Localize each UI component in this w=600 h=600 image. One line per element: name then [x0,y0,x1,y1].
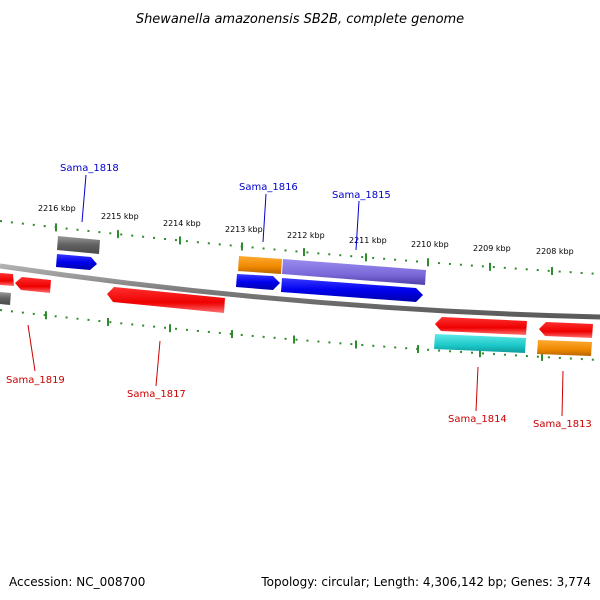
reverse-features [0,273,593,356]
gene-label-sama1817[interactable]: Sama_1817 [127,389,186,400]
gene-feature-sama1815[interactable] [281,278,423,302]
gene-feature-sama1819[interactable] [15,277,51,293]
leader-sama1818 [81,174,87,223]
gene-label-sama1814[interactable]: Sama_1814 [448,414,507,425]
leader-sama1819 [27,324,36,372]
gene-feature-gray-upper[interactable] [57,236,100,254]
summary-text: Topology: circular; Length: 4,306,142 bp… [260,575,591,589]
gene-labels: Sama_1818 Sama_1816 Sama_1815 Sama_1819 … [6,163,592,430]
gene-feature-sama1818[interactable] [56,254,97,270]
leader-sama1816 [262,193,267,243]
gene-feature-orange-right[interactable] [537,340,592,356]
gene-label-sama1815[interactable]: Sama_1815 [332,190,391,201]
gene-feature-orange[interactable] [238,256,282,274]
upper-ruler-dots [0,220,600,275]
genome-backbone [0,263,600,320]
gene-feature-sama1817[interactable] [107,287,225,313]
tick-label-2208: 2208 kbp [536,247,574,256]
gene-feature-sama1813[interactable] [539,322,593,338]
gene-feature-sama1816[interactable] [236,274,280,290]
forward-features [56,236,426,302]
tick-labels: 2216 kbp 2215 kbp 2214 kbp 2213 kbp 2212… [38,204,574,256]
gene-feature-cyan[interactable] [434,334,526,353]
tick-label-2213: 2213 kbp [225,225,263,234]
gene-label-sama1813[interactable]: Sama_1813 [533,419,592,430]
tick-label-2212: 2212 kbp [287,231,325,240]
leader-sama1817 [155,340,161,387]
gene-feature-sama1814[interactable] [435,317,527,335]
tick-label-2214: 2214 kbp [163,219,201,228]
gene-feature-purple[interactable] [282,259,426,285]
label-leaders [27,174,564,417]
gene-label-sama1818[interactable]: Sama_1818 [60,163,119,174]
gene-feature-red-edge[interactable] [0,273,14,286]
leader-sama1815 [355,200,360,251]
tick-label-2211: 2211 kbp [349,236,387,245]
upper-ticks [55,223,553,276]
leader-sama1814 [475,366,479,412]
leader-sama1813 [561,370,564,417]
map-title: Shewanella amazonensis SB2B, complete ge… [136,12,464,27]
gene-label-sama1816[interactable]: Sama_1816 [239,182,298,193]
tick-label-2209: 2209 kbp [473,244,511,253]
tick-label-2215: 2215 kbp [101,212,139,221]
lower-ruler-dots [0,309,600,361]
accession-text: Accession: NC_008700 [9,575,145,589]
gene-label-sama1819[interactable]: Sama_1819 [6,375,65,386]
tick-label-2210: 2210 kbp [411,240,449,249]
gene-feature-gray-edge[interactable] [0,292,11,305]
tick-label-2216: 2216 kbp [38,204,76,213]
